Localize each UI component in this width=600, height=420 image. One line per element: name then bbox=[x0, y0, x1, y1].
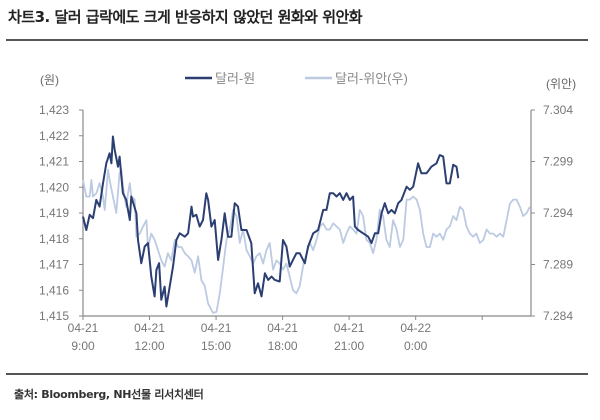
right-y-tick-label: 7.289 bbox=[543, 258, 573, 272]
source-note: 출처: Bloomberg, NH선물 리서치센터 bbox=[14, 388, 204, 401]
left-y-tick-label: 1,416 bbox=[39, 283, 69, 297]
legend-label-usdkrw: 달러-원 bbox=[215, 71, 255, 86]
axes: 1,423 1,422 1,421 1,420 1,419 1,418 1,417 1,416… bbox=[39, 103, 573, 353]
source-divider bbox=[6, 373, 588, 375]
right-y-tick-label: 7.299 bbox=[543, 155, 573, 169]
x-tick-label-time: 15:00 bbox=[201, 339, 231, 353]
x-tick-label-time: 12:00 bbox=[135, 339, 165, 353]
right-axis-unit: (위안) bbox=[546, 77, 576, 91]
legend-label-usdcny: 달러-위안(우) bbox=[335, 71, 408, 86]
left-y-tick-label: 1,420 bbox=[39, 180, 69, 194]
x-tick-label-time: 21:00 bbox=[334, 339, 364, 353]
left-y-tick-label: 1,423 bbox=[39, 103, 69, 117]
x-tick-label-date: 04-22 bbox=[400, 321, 431, 335]
right-y-tick-label: 7.284 bbox=[543, 309, 573, 323]
left-y-tick-label: 1,415 bbox=[39, 309, 69, 323]
title-divider bbox=[6, 39, 588, 41]
left-y-tick-label: 1,421 bbox=[39, 155, 69, 169]
left-y-tick-label: 1,419 bbox=[39, 206, 69, 220]
x-tick-label-time: 18:00 bbox=[268, 339, 298, 353]
series-lines bbox=[82, 135, 531, 314]
chart-title: 차트3. 달러 급락에도 크게 반응하지 않았던 원화와 위안화 bbox=[8, 8, 363, 26]
series-line-usdcny bbox=[82, 168, 531, 314]
x-tick-label-time: 9:00 bbox=[71, 339, 95, 353]
left-y-tick-label: 1,422 bbox=[39, 129, 69, 143]
left-y-tick-label: 1,417 bbox=[39, 258, 69, 272]
x-tick-label-date: 04-21 bbox=[201, 321, 232, 335]
right-y-tick-label: 7.294 bbox=[543, 206, 573, 220]
series-line-usdkrw bbox=[82, 135, 460, 308]
right-y-tick-label: 7.304 bbox=[543, 103, 573, 117]
x-tick-label-date: 04-21 bbox=[267, 321, 298, 335]
x-tick-label-date: 04-21 bbox=[134, 321, 165, 335]
x-tick-label-date: 04-21 bbox=[68, 321, 99, 335]
legend: 달러-원 달러-위안(우) bbox=[185, 71, 408, 86]
left-axis-unit: (원) bbox=[40, 73, 59, 87]
left-y-tick-label: 1,418 bbox=[39, 232, 69, 246]
x-tick-label-time: 0:00 bbox=[404, 339, 428, 353]
x-tick-label-date: 04-21 bbox=[334, 321, 365, 335]
